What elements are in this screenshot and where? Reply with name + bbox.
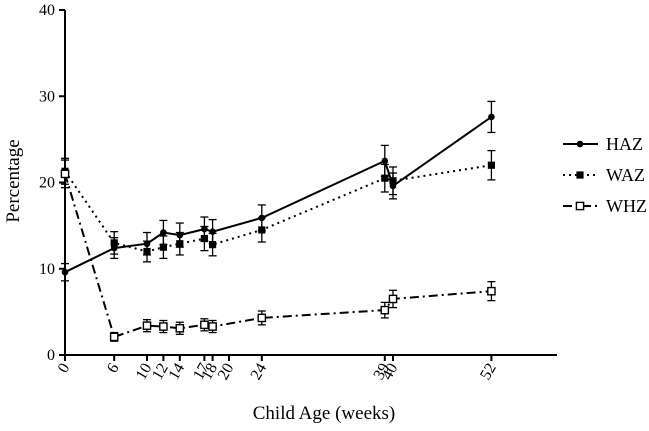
x-tick-label: 17 [190,361,213,383]
y-tick-label: 40 [39,2,55,19]
data-point [381,157,389,165]
data-point [60,169,70,179]
data-point [143,247,151,256]
data-point [209,241,217,249]
x-axis-title: Child Age (weeks) [253,403,395,424]
legend-label: HAZ [606,134,643,154]
x-tick-label: 14 [166,361,189,383]
series-line [64,164,492,253]
data-point [380,305,390,315]
y-tick-label: 30 [39,88,55,105]
y-tick-label: 10 [39,261,55,278]
legend-marker [576,140,584,148]
x-tick-label: 10 [133,361,156,383]
y-tick-label: 20 [39,175,55,192]
legend-label: WHZ [606,196,647,216]
data-point [175,323,185,333]
legend-item-waz: WAZ [563,165,645,185]
data-point [159,243,167,251]
x-tick-label: 20 [215,361,238,383]
data-point [200,234,208,243]
data-point [110,239,118,247]
legend-item-whz: WHZ [563,196,647,216]
data-point [258,226,266,234]
data-point [381,174,389,182]
legend-marker [575,201,585,211]
x-tick-label: 40 [379,361,402,383]
x-tick-label: 18 [198,361,221,383]
x-tick-label: 0 [55,361,74,376]
data-point [176,240,184,248]
data-point [389,177,397,185]
data-point [109,332,119,342]
data-point [208,322,217,331]
x-tick-label: 12 [149,361,172,383]
y-tick-label: 0 [47,347,55,364]
series-waz [61,149,496,263]
data-point [61,268,69,276]
series-whz [60,159,496,342]
x-tick-label: 52 [477,361,500,383]
data-point [142,321,152,330]
series-haz [61,100,496,282]
series-line [64,173,492,339]
data-point [200,320,209,330]
x-tick-label: 24 [248,361,271,383]
legend-marker [576,171,584,179]
series-line [64,116,492,274]
x-tick-label: 39 [371,361,394,383]
data-point [487,286,496,296]
data-point [160,229,167,236]
data-point [257,313,267,323]
y-axis-title: Percentage [3,139,24,222]
data-point [159,322,168,331]
data-point [388,294,398,304]
legend-label: WAZ [606,165,645,185]
legend: HAZ WAZ WHZ [563,134,647,216]
data-point [488,113,495,121]
plot-area [60,100,496,342]
data-point [487,161,495,169]
x-tick-label: 6 [104,361,123,376]
legend-item-haz: HAZ [563,134,643,154]
